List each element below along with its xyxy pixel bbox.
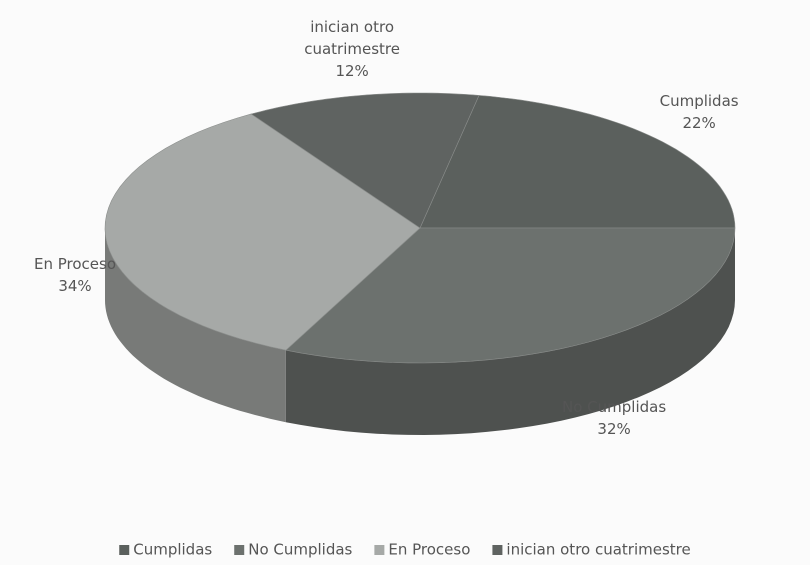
data-label-value: 22% [682,113,716,132]
data-label: En Proceso 34% [0,253,150,297]
slice-side [105,228,286,423]
legend-label: En Proceso [388,541,470,559]
data-label: No Cumplidas 32% [539,396,689,440]
legend-swatch [234,545,245,555]
data-label-value: 34% [58,277,92,296]
slice [419,95,736,229]
slice-side [285,228,735,435]
slice [250,92,480,229]
legend-label: No Cumplidas [248,541,352,559]
data-label-value: 32% [597,419,631,438]
slice [285,227,736,364]
slice [104,113,421,351]
legend-swatch [374,545,385,555]
data-label-name: inician otro cuatrimestre [304,17,400,58]
data-label-value: 12% [335,61,369,80]
data-label: inician otro cuatrimestre 12% [277,16,427,82]
legend-label: Cumplidas [133,541,212,559]
legend-swatch [492,545,503,555]
legend-swatch [119,545,130,555]
legend-label: inician otro cuatrimestre [506,541,690,559]
data-label-name: No Cumplidas [562,397,667,416]
data-label: Cumplidas 22% [624,90,774,134]
data-label-name: Cumplidas [659,91,739,110]
data-label-name: En Proceso [33,255,117,274]
